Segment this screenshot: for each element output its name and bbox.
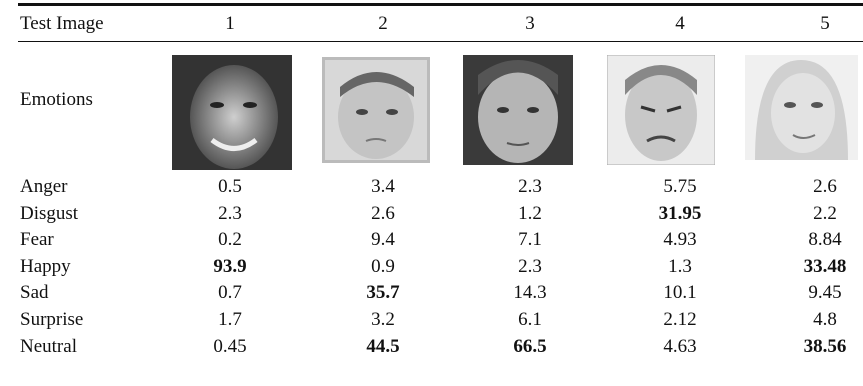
value-cell: 6.1 — [518, 309, 542, 331]
value-cell: 0.7 — [218, 282, 242, 304]
value-cell: 4.93 — [663, 229, 696, 251]
value-cell: 93.9 — [213, 256, 246, 278]
value-cell: 38.56 — [804, 336, 847, 358]
emotion-label: Surprise — [20, 309, 83, 331]
value-cell: 14.3 — [513, 282, 546, 304]
value-cell: 9.4 — [371, 229, 395, 251]
table-page: Emotions Test Image 1 2 3 4 5 Anger 0.5 3.4 2.3 5.… — [0, 0, 863, 386]
value-cell: 2.3 — [518, 256, 542, 278]
header-cell: 1 — [225, 13, 235, 35]
value-cell: 3.4 — [371, 176, 395, 198]
value-cell: 2.6 — [813, 176, 837, 198]
value-cell: 2.12 — [663, 309, 696, 331]
value-cell: 35.7 — [366, 282, 399, 304]
value-cell: 3.2 — [371, 309, 395, 331]
header-rule — [18, 41, 863, 42]
value-cell: 7.1 — [518, 229, 542, 251]
value-cell: 44.5 — [366, 336, 399, 358]
value-cell: 2.2 — [813, 203, 837, 225]
face-image — [172, 55, 292, 170]
emotion-label: Disgust — [20, 203, 78, 225]
header-cell: 4 — [675, 13, 685, 35]
face-image — [745, 55, 858, 160]
header-cell: 3 — [525, 13, 535, 35]
value-cell: 2.3 — [218, 203, 242, 225]
header-cell: Test Image — [20, 13, 104, 35]
value-cell: 0.5 — [218, 176, 242, 198]
header-cell: 2 — [378, 13, 388, 35]
value-cell: 4.8 — [813, 309, 837, 331]
emotion-label: Sad — [20, 282, 49, 304]
emotion-label: Happy — [20, 256, 71, 278]
value-cell: 2.6 — [371, 203, 395, 225]
value-cell: 66.5 — [513, 336, 546, 358]
value-cell: 0.2 — [218, 229, 242, 251]
emotion-label: Neutral — [20, 336, 77, 358]
top-rule — [18, 3, 863, 6]
face-image — [322, 57, 430, 163]
value-cell: 1.7 — [218, 309, 242, 331]
face-image — [463, 55, 573, 165]
emotion-label: Fear — [20, 229, 54, 251]
value-cell: 2.3 — [518, 176, 542, 198]
emotion-label: Anger — [20, 176, 67, 198]
image-row-label: Emotions — [20, 89, 93, 111]
header-cell: 5 — [820, 13, 830, 35]
value-cell: 1.3 — [668, 256, 692, 278]
value-cell: 31.95 — [659, 203, 702, 225]
face-image — [607, 55, 715, 165]
value-cell: 0.9 — [371, 256, 395, 278]
value-cell: 0.45 — [213, 336, 246, 358]
value-cell: 10.1 — [663, 282, 696, 304]
value-cell: 9.45 — [808, 282, 841, 304]
value-cell: 8.84 — [808, 229, 841, 251]
value-cell: 33.48 — [804, 256, 847, 278]
value-cell: 1.2 — [518, 203, 542, 225]
value-cell: 4.63 — [663, 336, 696, 358]
value-cell: 5.75 — [663, 176, 696, 198]
